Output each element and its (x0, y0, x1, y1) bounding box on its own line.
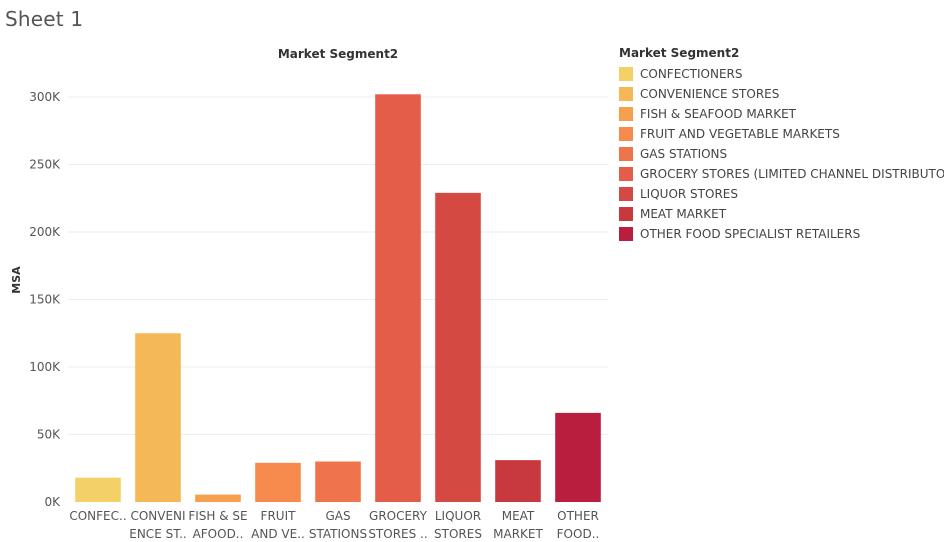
x-tick-label: OTHER (557, 509, 599, 523)
legend-item[interactable]: CONFECTIONERS (619, 64, 944, 84)
bar[interactable] (555, 412, 601, 502)
legend: Market Segment2 CONFECTIONERS CONVENIENCE… (619, 46, 944, 244)
x-tick-label: CONFEC.. (69, 509, 126, 523)
legend-item[interactable]: FRUIT AND VEGETABLE MARKETS (619, 124, 944, 144)
legend-label: FISH & SEAFOOD MARKET (640, 107, 797, 121)
legend-item[interactable]: GROCERY STORES (LIMITED CHANNEL DISTRIBU… (619, 164, 944, 184)
legend-item[interactable]: OTHER FOOD SPECIALIST RETAILERS (619, 224, 944, 244)
legend-label: GROCERY STORES (LIMITED CHANNEL DISTRIBU… (640, 167, 944, 181)
y-axis-ticks: 0K 50K 100K 150K 200K 250K 300K (29, 90, 61, 509)
x-tick-label: MEAT (502, 509, 535, 523)
legend-items: CONFECTIONERS CONVENIENCE STORES FISH & SE… (619, 64, 944, 244)
legend-item[interactable]: CONVENIENCE STORES (619, 84, 944, 104)
y-tick-label: 50K (37, 428, 61, 442)
bars (75, 94, 601, 503)
bar[interactable] (315, 461, 361, 503)
bar[interactable] (375, 94, 421, 503)
legend-swatch (619, 147, 633, 161)
legend-label: GAS STATIONS (640, 147, 728, 161)
x-tick-label: CONVENI (130, 509, 185, 523)
legend-label: CONFECTIONERS (640, 67, 743, 81)
y-tick-label: 100K (29, 360, 61, 374)
x-tick-label: FRUIT (261, 509, 297, 523)
legend-swatch (619, 107, 633, 121)
legend-label: OTHER FOOD SPECIALIST RETAILERS (640, 227, 861, 241)
bar[interactable] (195, 494, 241, 502)
legend-item[interactable]: FISH & SEAFOOD MARKET (619, 104, 944, 124)
y-tick-label: 250K (29, 158, 61, 172)
y-tick-label: 0K (44, 495, 61, 509)
bar[interactable] (75, 477, 121, 502)
x-tick-label: GROCERY (369, 509, 428, 523)
legend-swatch (619, 167, 633, 181)
x-tick-label: STORES .. (368, 527, 427, 541)
bar[interactable] (435, 192, 481, 502)
x-axis-ticks: CONFEC.. CONVENI ENCE ST..FISH & SE AFOOD..… (69, 509, 599, 541)
legend-label: FRUIT AND VEGETABLE MARKETS (640, 127, 840, 141)
x-tick-label: FISH & SE (188, 509, 247, 523)
y-axis-label: MSA (10, 266, 23, 294)
legend-item[interactable]: MEAT MARKET (619, 204, 944, 224)
x-tick-label: FOOD.. (557, 527, 600, 541)
x-tick-label: MARKET (493, 527, 543, 541)
legend-label: MEAT MARKET (640, 207, 727, 221)
x-tick-label: AND VE.. (251, 527, 305, 541)
bar[interactable] (255, 462, 301, 502)
x-tick-label: ENCE ST.. (129, 527, 187, 541)
legend-item[interactable]: LIQUOR STORES (619, 184, 944, 204)
bar[interactable] (135, 333, 181, 502)
legend-swatch (619, 187, 633, 201)
x-tick-label: STATIONS (309, 527, 367, 541)
legend-swatch (619, 127, 633, 141)
legend-label: LIQUOR STORES (640, 187, 738, 201)
y-tick-label: 150K (29, 293, 61, 307)
legend-item[interactable]: GAS STATIONS (619, 144, 944, 164)
legend-swatch (619, 207, 633, 221)
x-tick-label: STORES (434, 527, 482, 541)
legend-swatch (619, 67, 633, 81)
bar[interactable] (495, 460, 541, 502)
x-tick-label: AFOOD.. (193, 527, 244, 541)
y-tick-label: 200K (29, 225, 61, 239)
legend-swatch (619, 87, 633, 101)
legend-title: Market Segment2 (619, 46, 740, 60)
y-tick-label: 300K (29, 90, 61, 104)
legend-swatch (619, 227, 633, 241)
chart-title: Market Segment2 (278, 47, 398, 61)
sheet-title: Sheet 1 (5, 7, 84, 31)
x-tick-label: GAS (325, 509, 350, 523)
legend-label: CONVENIENCE STORES (640, 87, 780, 101)
x-tick-label: LIQUOR (435, 509, 481, 523)
